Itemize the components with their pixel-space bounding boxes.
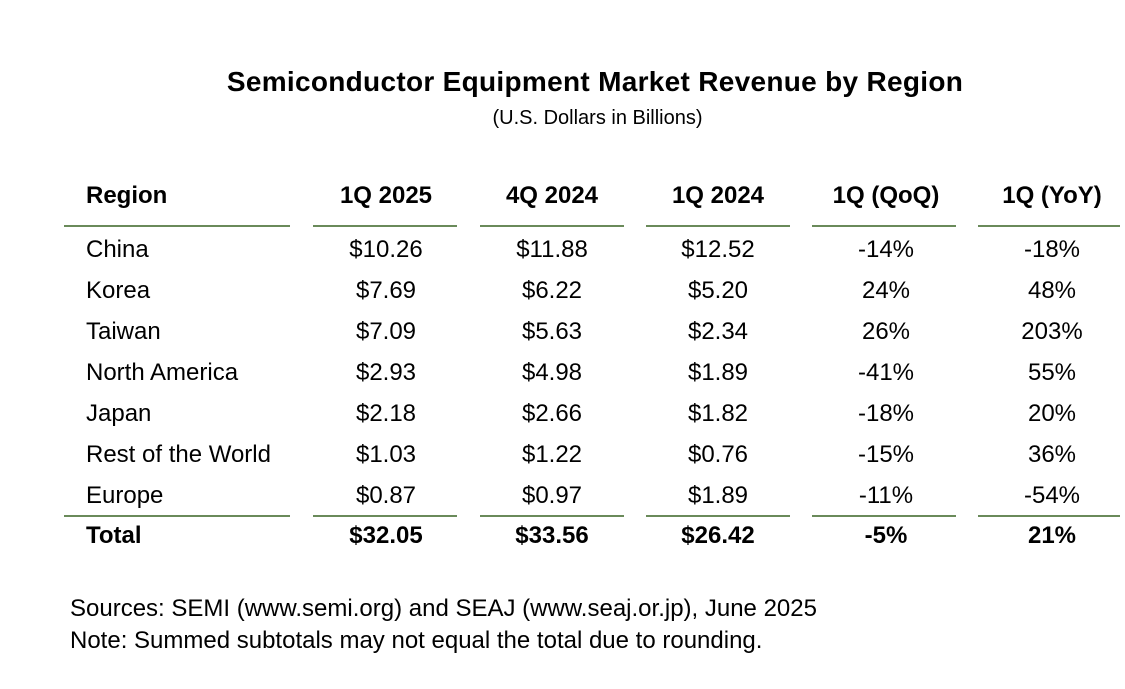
total-label: Total [86,522,142,549]
total-qoq: -5% [864,522,908,549]
yoy-cell: -18% [1023,236,1081,263]
total-divider [0,515,1125,517]
value-cell: $1.22 [521,441,583,468]
qoq-cell: -18% [857,400,915,427]
value-cell: $0.87 [355,482,417,509]
value-cell: $4.98 [521,359,583,386]
region-cell: Rest of the World [86,441,271,468]
region-cell: Europe [86,482,164,509]
value-cell: $7.69 [355,277,417,304]
yoy-cell: 55% [1027,359,1077,386]
region-cell: Korea [86,277,151,304]
value-cell: $0.97 [521,482,583,509]
value-cell: $12.52 [681,236,755,263]
value-cell: $2.66 [521,400,583,427]
header-1q-2024: 1Q 2024 [671,182,765,209]
yoy-cell: 48% [1027,277,1077,304]
qoq-cell: -15% [857,441,915,468]
total-4q-2024: $33.56 [515,522,589,549]
table-row: Taiwan $7.09 $5.63 $2.34 26% 203% [0,316,1125,348]
value-cell: $1.82 [687,400,749,427]
table-row: China $10.26 $11.88 $12.52 -14% -18% [0,234,1125,266]
header-yoy: 1Q (YoY) [1002,182,1102,209]
value-cell: $11.88 [516,236,588,263]
total-1q-2024: $26.42 [681,522,755,549]
total-1q-2025: $32.05 [349,522,423,549]
table-row: Rest of the World $1.03 $1.22 $0.76 -15%… [0,439,1125,471]
table-row: North America $2.93 $4.98 $1.89 -41% 55% [0,357,1125,389]
value-cell: $2.18 [355,400,417,427]
header-qoq: 1Q (QoQ) [832,182,940,209]
value-cell: $0.76 [687,441,749,468]
value-cell: $5.63 [521,318,583,345]
qoq-cell: 24% [861,277,911,304]
total-yoy: 21% [1027,522,1077,549]
header-4q-2024: 4Q 2024 [505,182,599,209]
table-row: Japan $2.18 $2.66 $1.82 -18% 20% [0,398,1125,430]
value-cell: $1.89 [687,359,749,386]
value-cell: $10.26 [349,236,423,263]
total-row: Total $32.05 $33.56 $26.42 -5% 21% [0,520,1125,552]
header-1q-2025: 1Q 2025 [339,182,433,209]
qoq-cell: -11% [858,482,914,509]
table-row: Korea $7.69 $6.22 $5.20 24% 48% [0,275,1125,307]
region-cell: China [86,236,149,263]
table-row: Europe $0.87 $0.97 $1.89 -11% -54% [0,480,1125,512]
header-region: Region [86,182,168,209]
qoq-cell: 26% [861,318,911,345]
sources-note: Sources: SEMI (www.semi.org) and SEAJ (w… [70,595,817,622]
rounding-note: Note: Summed subtotals may not equal the… [70,627,763,654]
value-cell: $5.20 [687,277,749,304]
qoq-cell: -14% [857,236,915,263]
region-cell: North America [86,359,239,386]
table-header-row: Region 1Q 2025 4Q 2024 1Q 2024 1Q (QoQ) … [0,180,1125,212]
value-cell: $1.89 [687,482,749,509]
yoy-cell: -54% [1023,482,1081,509]
yoy-cell: 36% [1027,441,1077,468]
region-cell: Japan [86,400,152,427]
qoq-cell: -41% [857,359,915,386]
value-cell: $7.09 [355,318,417,345]
page-title: Semiconductor Equipment Market Revenue b… [226,66,964,97]
yoy-cell: 20% [1027,400,1077,427]
value-cell: $2.34 [687,318,749,345]
yoy-cell: 203% [1021,318,1083,345]
header-divider [0,225,1125,227]
value-cell: $1.03 [355,441,417,468]
page-subtitle: (U.S. Dollars in Billions) [492,107,703,129]
value-cell: $6.22 [521,277,583,304]
value-cell: $2.93 [355,359,417,386]
region-cell: Taiwan [86,318,161,345]
